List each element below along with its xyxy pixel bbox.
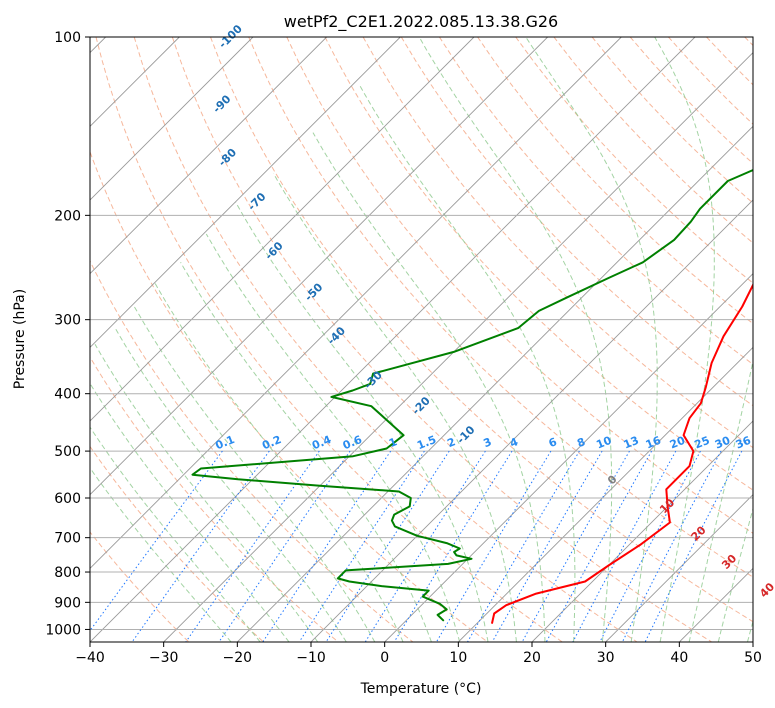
- dry-adiabat-line: [171, 37, 712, 642]
- mixing-ratio-line: [298, 450, 425, 642]
- isotherm-line: [90, 37, 254, 201]
- isotherm-line: [90, 37, 327, 275]
- mixing-ratio-line: [218, 450, 351, 642]
- x-tick-label: 20: [523, 650, 541, 666]
- y-tick-label: 400: [54, 387, 81, 403]
- dry-adiabat-line: [90, 445, 264, 642]
- y-tick-label: 300: [54, 313, 81, 329]
- plot-frame: [89, 36, 754, 643]
- dry-adiabat-line: [95, 37, 563, 642]
- mixing-ratio-label: 36: [734, 434, 753, 452]
- mixing-ratio-line: [521, 450, 630, 642]
- x-tick-label: −10: [296, 650, 326, 666]
- mixing-ratio-label: 1: [387, 435, 399, 450]
- mixing-ratio-label: 20: [668, 434, 687, 452]
- moist-adiabat-line: [205, 233, 461, 642]
- y-tick-label: 500: [54, 444, 81, 460]
- mixing-ratio-label: 30: [713, 434, 732, 452]
- mixing-ratio-label: 3: [481, 435, 493, 450]
- x-tick-label: −20: [223, 650, 253, 666]
- series-lines: [191, 168, 753, 624]
- moist-adiabat-line: [235, 201, 489, 642]
- mixing-ratio-label: 13: [622, 434, 641, 452]
- mixing-ratio-line: [262, 450, 392, 642]
- moist-adiabat-line: [358, 83, 576, 642]
- mixing-ratio-line: [491, 450, 603, 642]
- y-tick-label: 100: [54, 30, 81, 46]
- dry-adiabat-line: [362, 37, 753, 449]
- chart-title: wetPf2_C2E1.2022.085.13.38.G26: [284, 12, 558, 32]
- moist-adiabat-line: [133, 306, 376, 642]
- moist-adiabat-line: [90, 426, 261, 642]
- dry-adiabat-line: [477, 37, 753, 325]
- isotherm-line: [90, 37, 622, 569]
- mixing-ratio-label: 16: [644, 434, 663, 452]
- isotherm-line: [90, 37, 548, 496]
- x-tick-label: 50: [744, 650, 762, 666]
- moist-adiabat-line: [312, 132, 546, 642]
- dry-adiabat-line: [324, 37, 753, 491]
- moist-adiabat-line: [94, 343, 319, 642]
- dry-adiabat-line: [286, 37, 753, 534]
- x-tick-label: −40: [75, 650, 105, 666]
- x-tick-label: 30: [597, 650, 615, 666]
- isotherm-line: [90, 37, 696, 642]
- temperature-line: [491, 282, 753, 624]
- isotherm-line: [384, 273, 753, 642]
- mixing-ratio-line: [644, 450, 743, 642]
- isotherm-line: [90, 37, 401, 348]
- y-axis-label: Pressure (hPa): [12, 289, 28, 389]
- moist-adiabat-line: [717, 506, 753, 642]
- dry-adiabat-line: [248, 37, 753, 578]
- x-tick-label: 0: [380, 650, 389, 666]
- dewpoint-line: [191, 168, 753, 622]
- isotherm-line: [458, 346, 753, 642]
- dry-adiabat-line: [515, 37, 753, 284]
- dry-adiabat-line: [210, 37, 753, 623]
- moist-adiabat-line: [688, 358, 753, 642]
- y-tick-label: 1000: [45, 622, 81, 638]
- isotherm-line: [531, 420, 753, 642]
- moist-adiabat-line: [90, 382, 290, 642]
- mixing-ratio-label: 10: [594, 434, 613, 452]
- y-tick-label: 800: [54, 565, 81, 581]
- dry-adiabat-line: [90, 259, 414, 642]
- mixing-ratio-label: 25: [693, 434, 712, 452]
- mixing-ratio-line: [599, 450, 701, 642]
- mixing-ratio-line: [621, 450, 722, 642]
- y-tick-label: 700: [54, 531, 81, 547]
- x-axis-label: Temperature (°C): [360, 681, 482, 697]
- isotherm-line: [90, 37, 475, 422]
- dry-adiabat-line: [90, 531, 190, 642]
- mixing-ratio-line: [545, 450, 653, 642]
- axes: −40 −30 −20 −10 0 10 20 30 40 50 100 200 300 400 500 60…: [45, 30, 762, 666]
- moist-adiabat-line: [418, 37, 613, 642]
- x-tick-label: −30: [149, 650, 179, 666]
- mixing-ratio-line: [185, 450, 320, 642]
- dry-adiabat-line: [438, 37, 753, 366]
- y-tick-label: 600: [54, 491, 81, 507]
- background-lines: [90, 37, 753, 642]
- moist-adiabat-line: [525, 37, 658, 642]
- isotherm-line: [163, 52, 753, 642]
- y-tick-label: 900: [54, 595, 81, 611]
- mixing-ratio-line: [572, 450, 677, 642]
- mixing-ratio-label: 8: [575, 435, 587, 450]
- mixing-ratio-line: [90, 450, 223, 632]
- isotherm-line: [310, 199, 753, 642]
- x-tick-label: 40: [670, 650, 688, 666]
- x-tick-label: 10: [449, 650, 467, 666]
- dry-adiabat-line: [90, 356, 339, 642]
- isotherm-line: [237, 125, 753, 642]
- y-tick-label: 200: [54, 208, 81, 224]
- mixing-ratio-label: 2: [445, 435, 457, 450]
- moist-adiabat-line: [654, 37, 715, 642]
- isotherm-line: [605, 494, 753, 642]
